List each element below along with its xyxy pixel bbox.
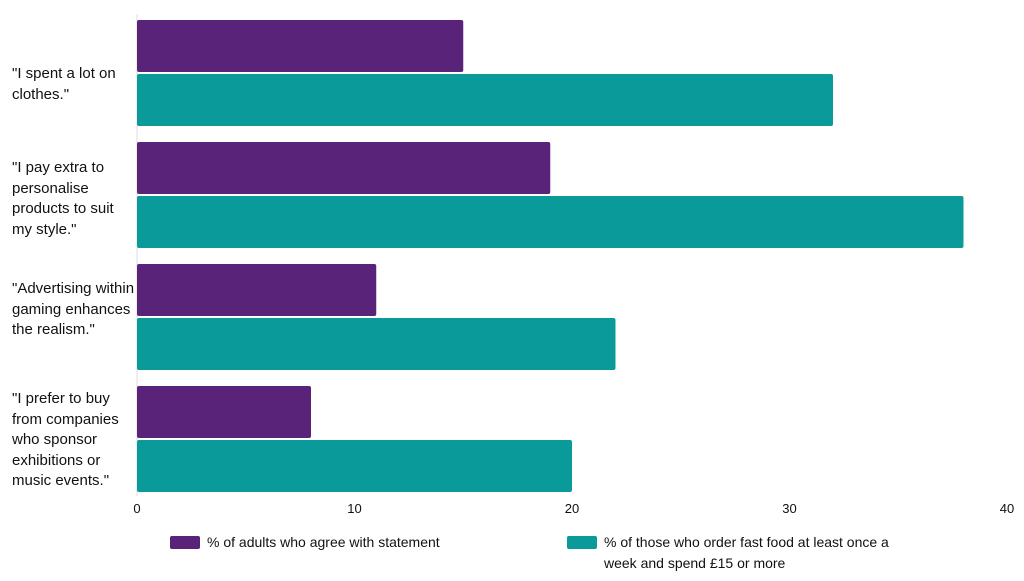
category-label-advertising: "Advertising within gaming enhances the … xyxy=(12,280,135,338)
bar-adults-personalise xyxy=(137,142,551,194)
legend-label-adults: % of adults who agree with statement xyxy=(207,534,440,550)
legend-swatch-adults xyxy=(170,536,200,549)
legend-label-fast-food: % of those who order fast food at least … xyxy=(604,534,889,571)
bar-fast-food-advertising xyxy=(137,318,616,370)
x-tick-label: 0 xyxy=(133,501,140,516)
bar-adults-advertising xyxy=(137,264,377,316)
x-tick-label: 20 xyxy=(565,501,579,516)
category-label-clothes: "I spent a lot on clothes." xyxy=(12,65,116,103)
bar-fast-food-sponsor xyxy=(137,440,572,492)
bar-fast-food-clothes xyxy=(137,74,833,126)
x-tick-label: 10 xyxy=(347,501,361,516)
legend-swatch-fast-food xyxy=(567,536,597,549)
category-label-sponsor: "I prefer to buy from companies who spon… xyxy=(12,390,119,489)
bar-adults-clothes xyxy=(137,20,464,72)
x-tick-label: 30 xyxy=(782,501,796,516)
category-label-personalise: "I pay extra to personalise products to … xyxy=(12,159,114,238)
bar-adults-sponsor xyxy=(137,386,311,438)
x-tick-label: 40 xyxy=(1000,501,1014,516)
bar-fast-food-personalise xyxy=(137,196,964,248)
